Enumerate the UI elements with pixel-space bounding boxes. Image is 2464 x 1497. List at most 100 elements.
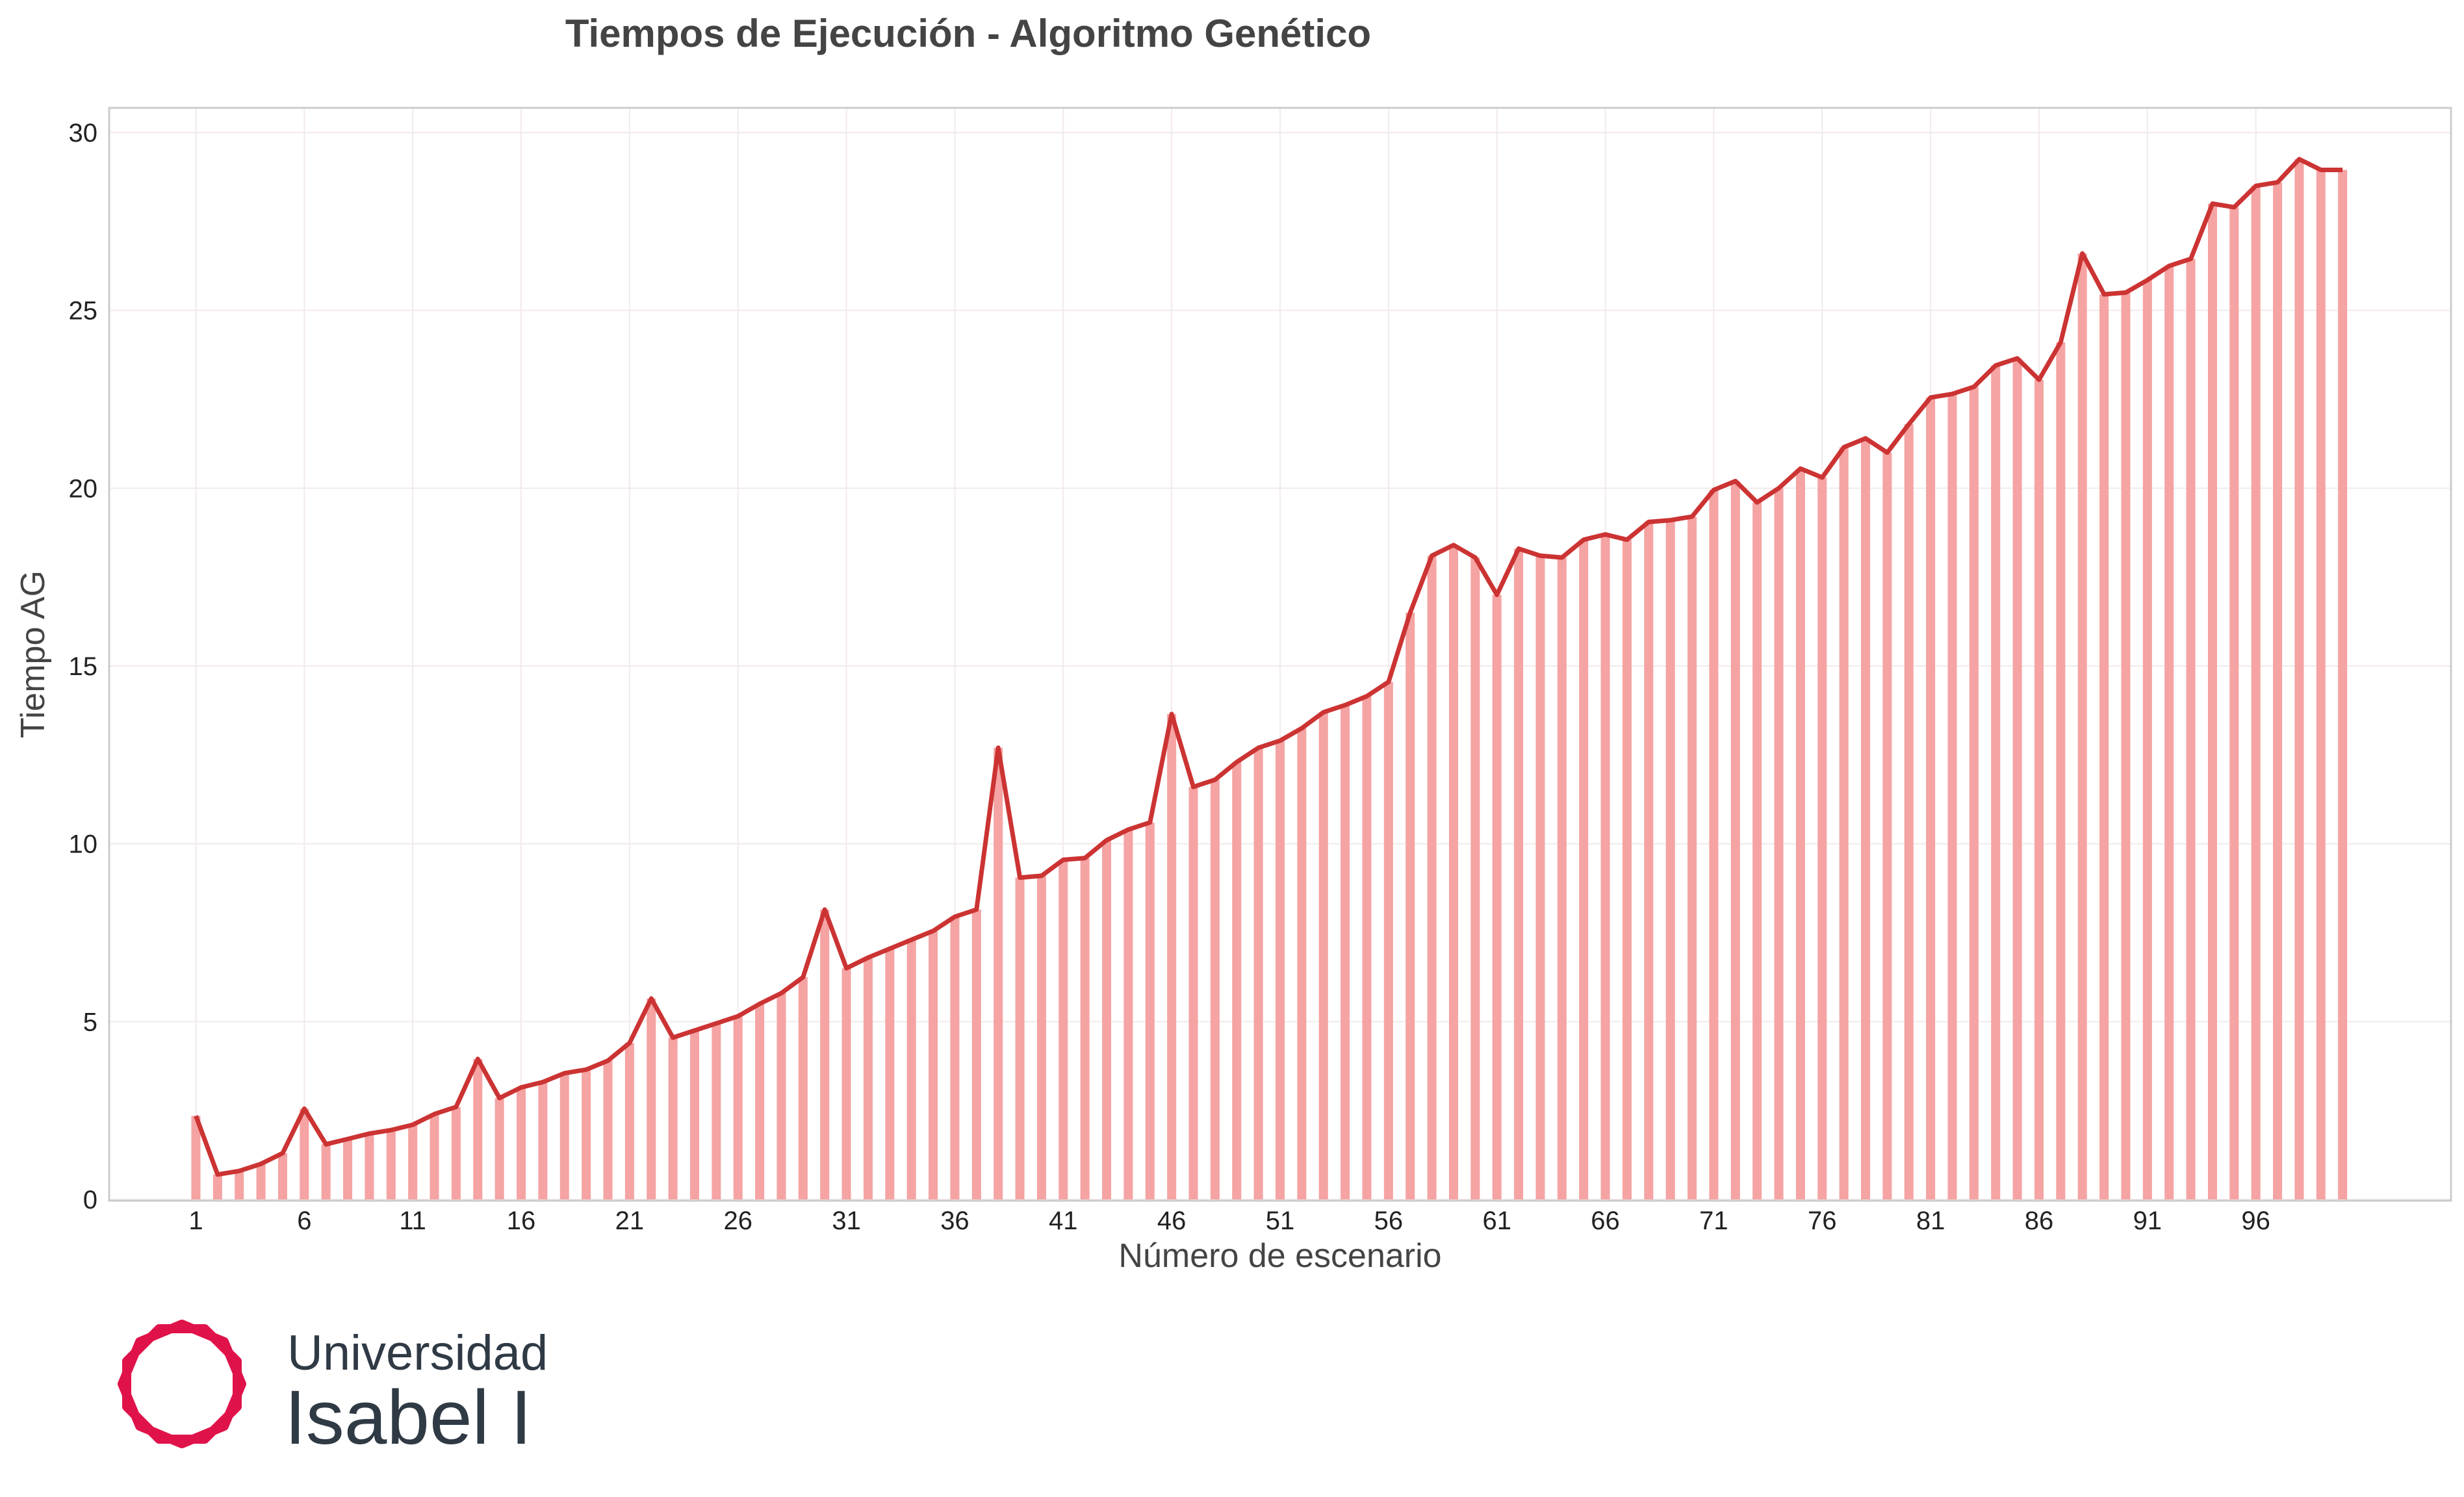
bar-61 bbox=[1492, 595, 1502, 1199]
star-emblem-icon bbox=[118, 1320, 246, 1448]
bar-33 bbox=[885, 949, 895, 1199]
bar-8 bbox=[343, 1138, 353, 1199]
bar-93 bbox=[2186, 259, 2196, 1199]
bar-30 bbox=[820, 909, 830, 1199]
bar-20 bbox=[603, 1060, 613, 1199]
x-tick-label: 16 bbox=[507, 1207, 536, 1235]
bar-55 bbox=[1362, 696, 1372, 1199]
bar-76 bbox=[1817, 477, 1827, 1199]
bar-28 bbox=[776, 993, 786, 1199]
bar-36 bbox=[950, 916, 960, 1199]
bar-37 bbox=[971, 909, 981, 1199]
bar-22 bbox=[647, 998, 656, 1199]
x-axis-label: Número de escenario bbox=[1118, 1237, 1441, 1275]
plot-frame bbox=[108, 107, 2452, 1202]
bar-74 bbox=[1774, 488, 1784, 1200]
bar-83 bbox=[1969, 387, 1979, 1200]
bar-24 bbox=[689, 1030, 700, 1199]
bar-10 bbox=[386, 1130, 396, 1199]
bar-52 bbox=[1297, 728, 1307, 1199]
bar-51 bbox=[1275, 740, 1285, 1199]
x-tick-label: 6 bbox=[297, 1207, 311, 1235]
bar-2 bbox=[212, 1174, 222, 1199]
y-tick-label: 10 bbox=[69, 830, 98, 859]
bar-39 bbox=[1015, 877, 1025, 1199]
x-tick-label: 81 bbox=[1916, 1207, 1945, 1235]
bar-56 bbox=[1383, 682, 1393, 1199]
bar-5 bbox=[277, 1153, 287, 1199]
bar-82 bbox=[1947, 394, 1957, 1199]
x-tick-label: 1 bbox=[188, 1207, 203, 1235]
series-line bbox=[194, 157, 2343, 1177]
bar-43 bbox=[1102, 840, 1112, 1199]
x-tick-label: 11 bbox=[399, 1207, 426, 1235]
bar-34 bbox=[906, 940, 916, 1199]
logo-line-1: Universidad bbox=[287, 1325, 548, 1381]
bar-25 bbox=[712, 1023, 721, 1199]
bar-68 bbox=[1644, 522, 1654, 1199]
bar-27 bbox=[755, 1003, 765, 1199]
bar-75 bbox=[1795, 468, 1805, 1199]
x-tick-label: 61 bbox=[1482, 1207, 1511, 1235]
bar-41 bbox=[1059, 860, 1068, 1199]
bar-42 bbox=[1080, 858, 1090, 1199]
bar-97 bbox=[2273, 182, 2283, 1199]
bar-95 bbox=[2229, 207, 2239, 1200]
bar-31 bbox=[841, 968, 851, 1199]
bar-81 bbox=[1926, 397, 1936, 1199]
bar-47 bbox=[1188, 787, 1198, 1199]
bar-38 bbox=[994, 747, 1003, 1199]
x-tick-label: 31 bbox=[832, 1207, 861, 1235]
bar-92 bbox=[2164, 266, 2174, 1199]
bars bbox=[191, 159, 2348, 1200]
x-tick-label: 41 bbox=[1049, 1207, 1078, 1235]
bar-78 bbox=[1860, 438, 1871, 1199]
y-tick-label: 25 bbox=[69, 297, 98, 326]
bar-57 bbox=[1405, 612, 1415, 1199]
bar-87 bbox=[2056, 342, 2066, 1199]
bar-29 bbox=[798, 977, 808, 1199]
bar-98 bbox=[2294, 159, 2304, 1199]
bar-70 bbox=[1688, 517, 1697, 1199]
y-tick-label: 15 bbox=[69, 652, 98, 681]
y-axis-ticks: 0 5 10 15 20 25 30 bbox=[69, 119, 98, 1214]
chart-title: Tiempos de Ejecución - Algoritmo Genétic… bbox=[565, 12, 1371, 55]
bar-16 bbox=[517, 1087, 526, 1199]
bar-32 bbox=[863, 957, 873, 1199]
bar-72 bbox=[1730, 481, 1740, 1199]
bar-90 bbox=[2121, 292, 2131, 1199]
bar-1 bbox=[191, 1116, 201, 1199]
bar-79 bbox=[1882, 452, 1892, 1199]
bar-88 bbox=[2077, 253, 2087, 1200]
bar-11 bbox=[408, 1125, 418, 1199]
logo-line-2: Isabel I bbox=[285, 1375, 532, 1461]
x-tick-label: 26 bbox=[723, 1207, 752, 1235]
x-tick-label: 96 bbox=[2241, 1207, 2270, 1235]
x-tick-label: 51 bbox=[1266, 1207, 1295, 1235]
x-tick-label: 76 bbox=[1808, 1207, 1837, 1235]
bar-44 bbox=[1123, 829, 1133, 1199]
x-tick-label: 36 bbox=[940, 1207, 969, 1235]
x-tick-label: 56 bbox=[1374, 1207, 1404, 1235]
bar-19 bbox=[582, 1069, 591, 1199]
bar-69 bbox=[1665, 520, 1675, 1200]
bar-59 bbox=[1448, 544, 1458, 1199]
bar-60 bbox=[1470, 557, 1480, 1199]
bar-40 bbox=[1036, 875, 1046, 1199]
bar-96 bbox=[2251, 186, 2261, 1200]
bar-100 bbox=[2338, 170, 2348, 1200]
bar-13 bbox=[451, 1107, 461, 1199]
bar-62 bbox=[1514, 548, 1524, 1199]
bar-64 bbox=[1557, 557, 1567, 1199]
bar-71 bbox=[1709, 490, 1719, 1199]
bar-99 bbox=[2316, 170, 2326, 1200]
bar-46 bbox=[1167, 713, 1177, 1199]
bar-66 bbox=[1600, 534, 1610, 1199]
y-tick-label: 5 bbox=[83, 1008, 97, 1036]
university-logo: Universidad Isabel I bbox=[118, 1320, 548, 1461]
bar-17 bbox=[538, 1082, 548, 1199]
bar-23 bbox=[668, 1037, 678, 1199]
bar-26 bbox=[733, 1016, 743, 1199]
bar-85 bbox=[2012, 358, 2022, 1199]
bar-49 bbox=[1232, 761, 1242, 1199]
